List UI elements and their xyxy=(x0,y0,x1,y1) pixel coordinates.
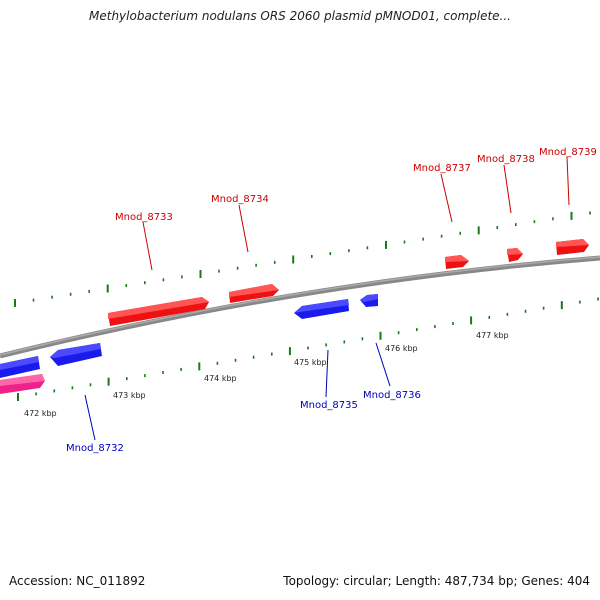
scale-label-477: 477 kbp xyxy=(476,331,509,340)
gene-mnod-8739-arrow[interactable] xyxy=(556,239,589,255)
reverse-scale-ticks xyxy=(17,297,599,401)
gene-label-mnod-8736: Mnod_8736 xyxy=(363,390,421,401)
gene-label-mnod-8738: Mnod_8738 xyxy=(477,154,535,165)
plasmid-backbone xyxy=(0,255,600,359)
scale-label-472: 472 kbp xyxy=(24,409,57,418)
scale-label-475: 475 kbp xyxy=(294,358,327,367)
forward-scale-ticks xyxy=(14,211,591,307)
scale-label-476: 476 kbp xyxy=(385,344,418,353)
gene-label-mnod-8735: Mnod_8735 xyxy=(300,400,358,411)
gene-mnod-8737-arrow[interactable] xyxy=(445,255,469,269)
accession-text: Accession: NC_011892 xyxy=(9,574,146,588)
gene-mnod-8733-arrow[interactable] xyxy=(108,297,209,326)
gene-label-mnod-8739: Mnod_8739 xyxy=(539,147,597,158)
topology-summary-text: Topology: circular; Length: 487,734 bp; … xyxy=(283,574,590,588)
gene-reverse-arrow-left[interactable] xyxy=(0,356,40,378)
gene-label-mnod-8733: Mnod_8733 xyxy=(115,212,173,223)
gene-mnod-8735-arrow[interactable] xyxy=(294,299,349,319)
gene-mnod-8738-arrow[interactable] xyxy=(507,248,523,262)
gene-label-mnod-8732: Mnod_8732 xyxy=(66,443,124,454)
gene-mnod-8732-arrow[interactable] xyxy=(50,343,102,366)
gene-label-mnod-8734: Mnod_8734 xyxy=(211,194,269,205)
scale-label-474: 474 kbp xyxy=(204,374,237,383)
map-title: Methylobacterium nodulans ORS 2060 plasm… xyxy=(89,9,511,23)
forward-label-leaders xyxy=(142,156,570,271)
gene-pink-arrow[interactable] xyxy=(0,374,45,394)
scale-label-473: 473 kbp xyxy=(113,391,146,400)
gene-mnod-8734-arrow[interactable] xyxy=(229,284,279,303)
gene-label-mnod-8737: Mnod_8737 xyxy=(413,163,471,174)
reverse-label-leaders xyxy=(84,342,391,441)
gene-mnod-8736-arrow[interactable] xyxy=(360,294,378,307)
